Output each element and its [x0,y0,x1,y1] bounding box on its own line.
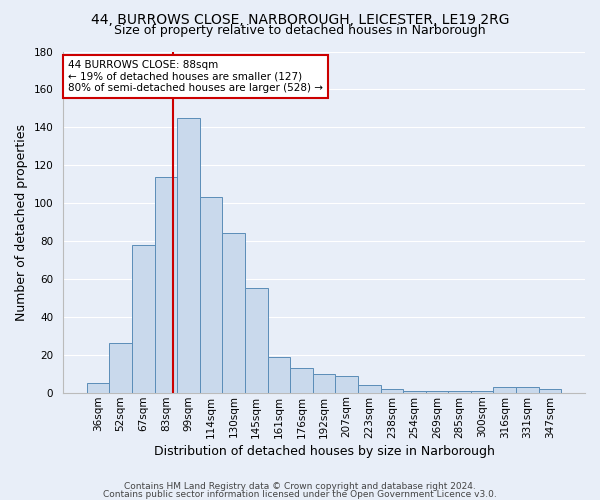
Text: Contains public sector information licensed under the Open Government Licence v3: Contains public sector information licen… [103,490,497,499]
Bar [109,344,132,392]
Text: 44, BURROWS CLOSE, NARBOROUGH, LEICESTER, LE19 2RG: 44, BURROWS CLOSE, NARBOROUGH, LEICESTER… [91,12,509,26]
Bar [223,234,245,392]
Bar [471,391,493,392]
Bar [358,385,380,392]
Bar [335,376,358,392]
Bar [493,387,516,392]
Bar [290,368,313,392]
Bar [380,389,403,392]
Bar [403,391,425,392]
Bar [132,245,155,392]
Text: Contains HM Land Registry data © Crown copyright and database right 2024.: Contains HM Land Registry data © Crown c… [124,482,476,491]
Bar [448,391,471,392]
Bar [425,391,448,392]
Text: Size of property relative to detached houses in Narborough: Size of property relative to detached ho… [114,24,486,37]
Bar [539,389,561,392]
Bar [245,288,268,393]
Bar [516,387,539,392]
Y-axis label: Number of detached properties: Number of detached properties [15,124,28,320]
Bar [177,118,200,392]
Bar [200,198,223,392]
Text: 44 BURROWS CLOSE: 88sqm
← 19% of detached houses are smaller (127)
80% of semi-d: 44 BURROWS CLOSE: 88sqm ← 19% of detache… [68,60,323,93]
Bar [268,356,290,392]
X-axis label: Distribution of detached houses by size in Narborough: Distribution of detached houses by size … [154,444,494,458]
Bar [313,374,335,392]
Bar [87,383,109,392]
Bar [155,176,177,392]
